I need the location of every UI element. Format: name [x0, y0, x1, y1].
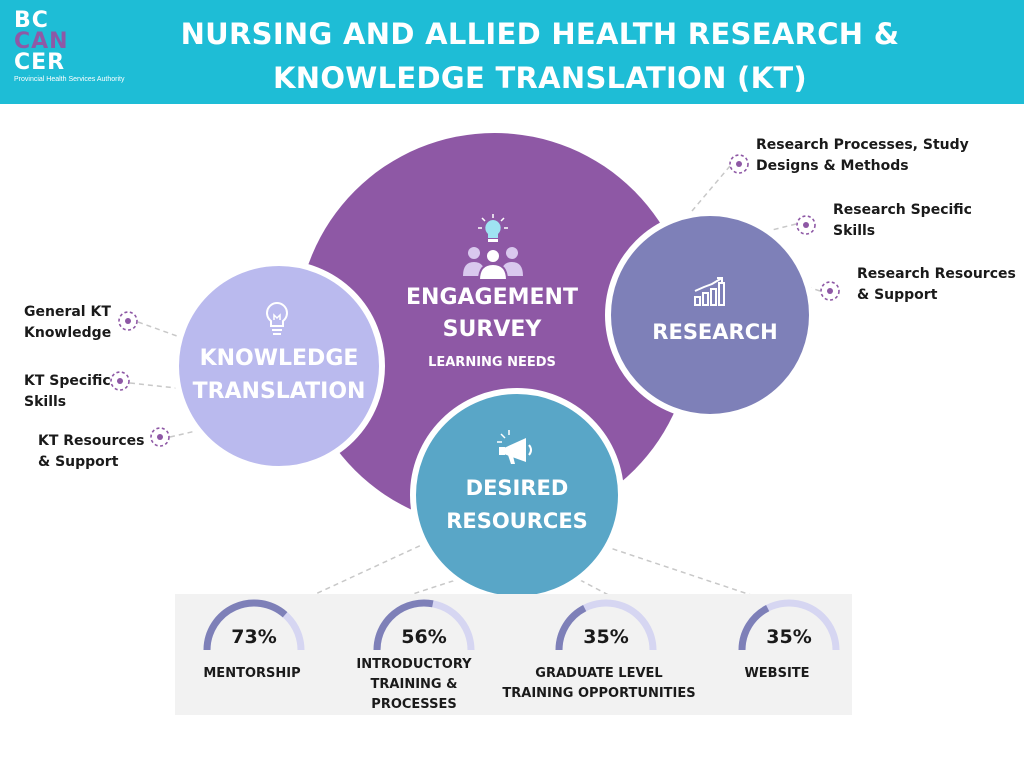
kt-item-3-line-1: KT Resources — [38, 433, 145, 449]
research-item-3-line-2: & Support — [857, 287, 938, 303]
header-banner: BC CAN CER Provincial Health Services Au… — [0, 0, 1024, 104]
gauge-fill-mentorship — [203, 599, 288, 651]
survey-subtitle: LEARNING NEEDS — [428, 355, 556, 370]
gauge-fill-graduate — [555, 605, 587, 651]
kt-title: KNOWLEDGE TRANSLATION — [183, 342, 375, 408]
survey-title: ENGAGEMENT SURVEY — [392, 282, 592, 346]
target-icon-kt-3 — [150, 427, 170, 447]
logo-line-cer: CER — [14, 50, 66, 75]
logo-subtitle: Provincial Health Services Authority — [14, 76, 125, 83]
stat-label-2-line-1: INTRODUCTORY — [356, 657, 472, 672]
people-lightbulb-icon — [463, 214, 523, 280]
bar-chart-icon — [694, 277, 725, 306]
logo-line-can: CAN — [14, 29, 69, 54]
kt-item-general-knowledge: General KT Knowledge — [24, 302, 111, 344]
research-item-2-line-2: Skills — [833, 223, 876, 239]
research-title: RESEARCH — [652, 320, 778, 344]
research-item-1-line-1: Research Processes, Study — [756, 137, 969, 153]
title-line-1: NURSING AND ALLIED HEALTH RESEARCH & — [180, 17, 900, 51]
stat-label-website: WEBSITE — [707, 664, 847, 684]
target-icon-research-3 — [820, 281, 840, 301]
page-title: NURSING AND ALLIED HEALTH RESEARCH & KNO… — [160, 12, 920, 100]
gauge-fill-website — [738, 605, 770, 651]
research-item-1-line-2: Designs & Methods — [756, 158, 909, 174]
target-icon-research-2 — [796, 215, 816, 235]
stat-percent-website: 35% — [766, 626, 812, 648]
logo-line-bc: BC — [14, 8, 49, 33]
target-icon-kt-1 — [118, 311, 138, 331]
research-item-2-line-1: Research Specific — [833, 202, 972, 218]
target-icon-research-1 — [729, 154, 749, 174]
stat-label-2-line-3: PROCESSES — [371, 697, 457, 712]
research-item-3-line-1: Research Resources — [857, 266, 1016, 282]
bc-cancer-logo: BC CAN CER Provincial Health Services Au… — [14, 10, 154, 100]
lightbulb-icon — [266, 301, 288, 335]
kt-title-line-1: KNOWLEDGE — [199, 346, 359, 371]
research-item-resources-support: Research Resources & Support — [857, 264, 1016, 306]
knowledge-translation-circle — [173, 260, 385, 472]
stat-label-3-line-1: GRADUATE LEVEL — [535, 666, 663, 681]
kt-item-1-line-1: General KT — [24, 304, 111, 320]
stat-percent-graduate: 35% — [583, 626, 629, 648]
research-item-specific-skills: Research Specific Skills — [833, 200, 972, 242]
research-circle — [605, 210, 815, 420]
stat-label-2-line-2: TRAINING & — [370, 677, 458, 692]
survey-title-line-1: ENGAGEMENT — [406, 285, 578, 310]
kt-item-2-line-1: KT Specific — [24, 373, 111, 389]
target-icon-kt-2 — [110, 371, 130, 391]
stat-label-1-line-1: MENTORSHIP — [203, 666, 301, 681]
survey-title-line-2: SURVEY — [442, 317, 542, 342]
kt-item-1-line-2: Knowledge — [24, 325, 112, 341]
stat-label-mentorship: MENTORSHIP — [182, 664, 322, 684]
desired-title: DESIRED RESOURCES — [420, 472, 614, 538]
desired-title-line-2: RESOURCES — [446, 509, 588, 533]
kt-item-3-line-2: & Support — [38, 454, 119, 470]
megaphone-icon — [497, 430, 532, 464]
kt-item-specific-skills: KT Specific Skills — [24, 371, 111, 413]
stat-label-graduate: GRADUATE LEVEL TRAINING OPPORTUNITIES — [496, 664, 702, 704]
title-line-2: KNOWLEDGE TRANSLATION (KT) — [273, 61, 807, 95]
stat-label-3-line-2: TRAINING OPPORTUNITIES — [502, 686, 696, 701]
stat-percent-mentorship: 73% — [231, 626, 277, 648]
kt-item-2-line-2: Skills — [24, 394, 67, 410]
kt-item-resources-support: KT Resources & Support — [38, 431, 145, 473]
stat-label-4-line-1: WEBSITE — [744, 666, 810, 681]
research-item-processes: Research Processes, Study Designs & Meth… — [756, 135, 969, 177]
stat-percent-introductory: 56% — [401, 626, 447, 648]
stat-label-introductory: INTRODUCTORY TRAINING & PROCESSES — [344, 655, 484, 715]
gauge-fill-introductory — [373, 599, 434, 651]
kt-title-line-2: TRANSLATION — [192, 379, 366, 404]
desired-title-line-1: DESIRED — [465, 476, 569, 500]
